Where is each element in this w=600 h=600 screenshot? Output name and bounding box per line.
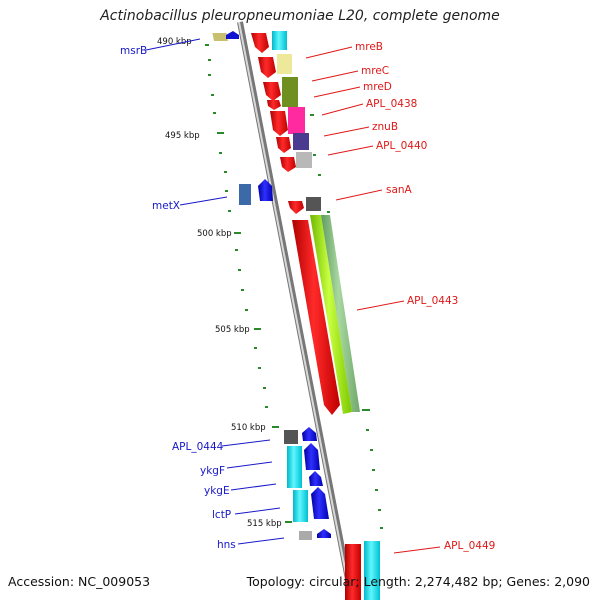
gene-lctP-b[interactable] [311,487,329,519]
gene-mreC-b[interactable] [277,54,292,74]
gene-APL_0443[interactable] [292,220,340,415]
gene-mreD-b[interactable] [282,77,298,107]
gene-label-APL_0438[interactable]: APL_0438 [366,98,417,110]
gene-APL_0449[interactable] [345,544,361,600]
gene-label-mreB[interactable]: mreB [355,41,383,53]
gene-label-mreC[interactable]: mreC [361,65,389,77]
accession-text: Accession: NC_009053 [8,574,151,589]
gene-hns-a[interactable] [299,531,312,540]
tick-label-490: 490 kbp [157,37,192,47]
gene-label-metX[interactable]: metX [152,200,180,212]
gene-APL_0441[interactable] [280,157,296,172]
gene-APL_0444-a[interactable] [284,430,298,444]
gene-APL_0444-b[interactable] [302,427,317,441]
gene-mreB[interactable] [251,33,269,53]
leader-lines-right [305,46,441,554]
gene-znuB-b[interactable] [293,133,309,150]
gene-ykgF-b[interactable] [304,443,320,470]
tick-label-510: 510 kbp [231,423,266,433]
tick-track-right [310,114,383,529]
gene-msrB-2[interactable] [226,31,239,39]
gene-metX-b[interactable] [258,179,273,201]
chromosome-backbone [237,21,355,600]
gene-APL_0440[interactable] [276,137,291,153]
gene-label-sanA[interactable]: sanA [386,184,413,196]
gene-label-APL_0440[interactable]: APL_0440 [376,140,427,152]
gene-metX-a[interactable] [239,184,251,205]
gene-mreD[interactable] [263,82,281,101]
gene-znuB[interactable] [270,111,288,136]
gene-APL_0438-b[interactable] [288,107,305,134]
gene-APL_0449-b[interactable] [364,541,380,600]
gene-label-ykgF[interactable]: ykgF [200,465,225,477]
gene-ykgE-b[interactable] [309,471,323,486]
gene-ykgF-a[interactable] [287,446,302,488]
genome-summary: Topology: circular; Length: 2,274,482 bp… [246,574,590,589]
tick-track-left [205,44,292,523]
tick-label-495: 495 kbp [165,131,200,141]
gene-label-lctP[interactable]: lctP [212,509,231,521]
gene-mreB-b[interactable] [272,31,287,50]
reverse-genes [251,31,380,600]
gene-APL_0443-c[interactable] [321,215,360,412]
gene-label-mreD[interactable]: mreD [363,81,392,93]
gene-sanA-b[interactable] [306,197,321,211]
gene-hns-b[interactable] [317,529,331,538]
gene-sanA[interactable] [288,201,304,214]
gene-APL_0438[interactable] [267,100,281,110]
gene-label-ykgE[interactable]: ykgE [204,485,230,497]
gene-msrB[interactable] [212,33,228,41]
gene-label-APL_0444[interactable]: APL_0444 [172,441,224,453]
tick-label-505: 505 kbp [215,325,250,335]
gene-lctP-a[interactable] [293,490,308,522]
gene-label-hns[interactable]: hns [217,539,236,551]
tick-label-500: 500 kbp [197,229,232,239]
gene-APL_0443-b[interactable] [310,215,352,414]
leader-lines-left [145,38,285,545]
map-title: Actinobacillus pleuropneumoniae L20, com… [100,8,500,24]
gene-mreC[interactable] [258,57,276,78]
gene-APL_0440-b[interactable] [296,152,312,168]
forward-genes [212,31,331,540]
gene-label-APL_0449[interactable]: APL_0449 [444,540,495,552]
tick-label-515: 515 kbp [247,519,282,529]
gene-label-APL_0443[interactable]: APL_0443 [407,295,458,307]
gene-label-msrB[interactable]: msrB [120,45,147,57]
gene-label-znuB[interactable]: znuB [372,121,398,133]
